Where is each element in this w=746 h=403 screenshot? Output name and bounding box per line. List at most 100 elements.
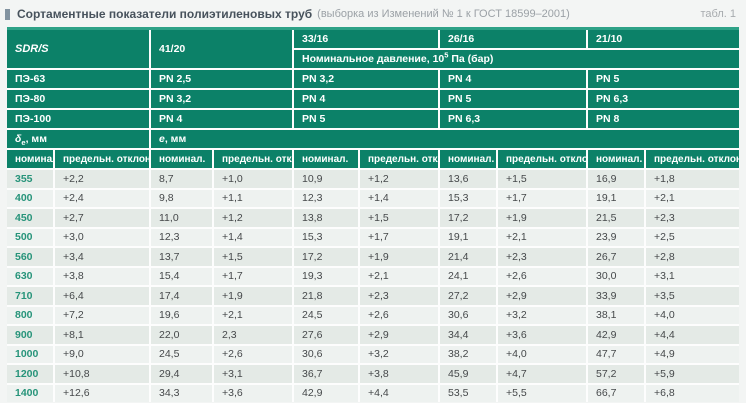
e-symbol: е [159,133,165,145]
value-cell: +12,6 [53,382,151,403]
value-cell: +3,5 [644,285,740,307]
value-cell: +2,6 [358,304,440,326]
value-cell: +4,4 [358,382,440,403]
pe-pn-cell: PN 2,5 [149,68,294,90]
value-cell: 30,6 [292,343,360,365]
value-cell: +2,5 [644,226,740,248]
table-row: 450 +2,7 11,0 +1,2 13,8 +1,5 17,2 +1,9 21,5 +2,3 [6,207,740,229]
value-cell: 42,9 [586,324,646,346]
table-row: 500 +3,0 12,3 +1,4 15,3 +1,7 19,1 +2,1 23,9 +2,5 [6,226,740,248]
table-row: 1200 +10,8 29,4 +3,1 36,7 +3,8 45,9 +4,7 57,2 +5,… [6,363,740,385]
delta-symbol: δ [15,133,22,145]
value-cell: +3,1 [644,265,740,287]
header-row-dimensions: δе, мм е, мм [6,128,740,150]
value-cell: 21,8 [292,285,360,307]
sdr-label-cell: SDR/S [6,29,151,70]
diameter-cell: 450 [6,207,55,229]
pe-label-cell: ПЭ-100 [6,108,151,130]
value-cell: 12,3 [292,187,360,209]
value-cell: 66,7 [586,382,646,403]
pe-label-cell: ПЭ-63 [6,68,151,90]
value-cell: +1,9 [496,207,588,229]
value-cell: +1,5 [496,168,588,190]
value-cell: 33,9 [586,285,646,307]
value-cell: 57,2 [586,363,646,385]
value-cell: +5,5 [496,382,588,403]
diameter-cell: 1400 [6,382,55,403]
table-reference: табл. 1 [700,8,737,20]
diameter-cell: 1200 [6,363,55,385]
subheader-nominal: номинал. [292,148,360,170]
table-row: 560 +3,4 13,7 +1,5 17,2 +1,9 21,4 +2,3 26,7 +2,8 [6,246,740,268]
value-cell: 13,6 [438,168,498,190]
pe-pn-cell: PN 6,3 [438,108,588,130]
value-cell: +2,6 [496,265,588,287]
pe-label-cell: ПЭ-80 [6,88,151,110]
value-cell: +2,4 [53,187,151,209]
diameter-cell: 710 [6,285,55,307]
value-cell: 24,5 [149,343,214,365]
value-cell: +6,8 [644,382,740,403]
value-cell: +5,9 [644,363,740,385]
value-cell: +4,0 [644,304,740,326]
value-cell: +1,0 [212,168,294,190]
table-row: 1000 +9,0 24,5 +2,6 30,6 +3,2 38,2 +4,0 47,7 +4,9 [6,343,740,365]
delta-e-header-cell: δе, мм [6,128,151,150]
value-cell: 38,2 [438,343,498,365]
value-cell: 45,9 [438,363,498,385]
subheader-nominal: номинал. [438,148,498,170]
value-cell: 19,1 [586,187,646,209]
value-cell: +2,1 [358,265,440,287]
value-cell: +1,9 [212,285,294,307]
pipe-table-container: SDR/S 41/20 33/16 26/16 21/10 Номинальное дав… [6,27,740,403]
value-cell: 15,3 [438,187,498,209]
value-cell: 17,2 [438,207,498,229]
value-cell: +2,3 [358,285,440,307]
value-cell: +2,3 [644,207,740,229]
table-body: 355 +2,2 8,7 +1,0 10,9 +1,2 13,6 +1,5 16,9 +1,8 40… [6,168,740,403]
table-row: 900 +8,1 22,0 2,3 27,6 +2,9 34,4 +3,6 42,9 +4,4 [6,324,740,346]
value-cell: 38,1 [586,304,646,326]
value-cell: 24,5 [292,304,360,326]
table-row: 1400 +12,6 34,3 +3,6 42,9 +4,4 53,5 +5,5 66,7 +6,… [6,382,740,403]
value-cell: 13,7 [149,246,214,268]
diameter-cell: 355 [6,168,55,190]
value-cell: +3,4 [53,246,151,268]
value-cell: +1,7 [496,187,588,209]
pressure-text-prefix: Номинальное давление, 10 [302,53,445,65]
pe-pn-cell: PN 4 [438,68,588,90]
value-cell: +2,3 [496,246,588,268]
e-header-cell: е, мм [149,128,740,150]
pe-pn-cell: PN 4 [292,88,440,110]
value-cell: +1,2 [358,168,440,190]
table-header: SDR/S 41/20 33/16 26/16 21/10 Номинальное дав… [6,29,740,170]
value-cell: 15,3 [292,226,360,248]
subheader-nominal: номинал. [586,148,646,170]
title-bar: Сортаментные показатели полиэтиленовых т… [0,0,746,27]
value-cell: 13,8 [292,207,360,229]
value-cell: +1,4 [358,187,440,209]
value-cell: 2,3 [212,324,294,346]
value-cell: +10,8 [53,363,151,385]
value-cell: 36,7 [292,363,360,385]
value-cell: +6,4 [53,285,151,307]
diameter-cell: 400 [6,187,55,209]
value-cell: +2,9 [496,285,588,307]
value-cell: 16,9 [586,168,646,190]
value-cell: +1,7 [212,265,294,287]
value-cell: 21,5 [586,207,646,229]
value-cell: +1,1 [212,187,294,209]
value-cell: +2,1 [212,304,294,326]
value-cell: +3,0 [53,226,151,248]
header-row-pe: ПЭ-80 PN 3,2 PN 4 PN 5 PN 6,3 [6,88,740,110]
subheader-nominal: номинал. [6,148,55,170]
value-cell: 24,1 [438,265,498,287]
value-cell: +9,0 [53,343,151,365]
value-cell: +3,6 [212,382,294,403]
pressure-exponent: 5 [444,50,449,60]
sdr-value-cell: 33/16 [292,29,440,50]
diameter-cell: 560 [6,246,55,268]
value-cell: +2,8 [644,246,740,268]
pe-pn-cell: PN 5 [292,108,440,130]
value-cell: +3,8 [358,363,440,385]
